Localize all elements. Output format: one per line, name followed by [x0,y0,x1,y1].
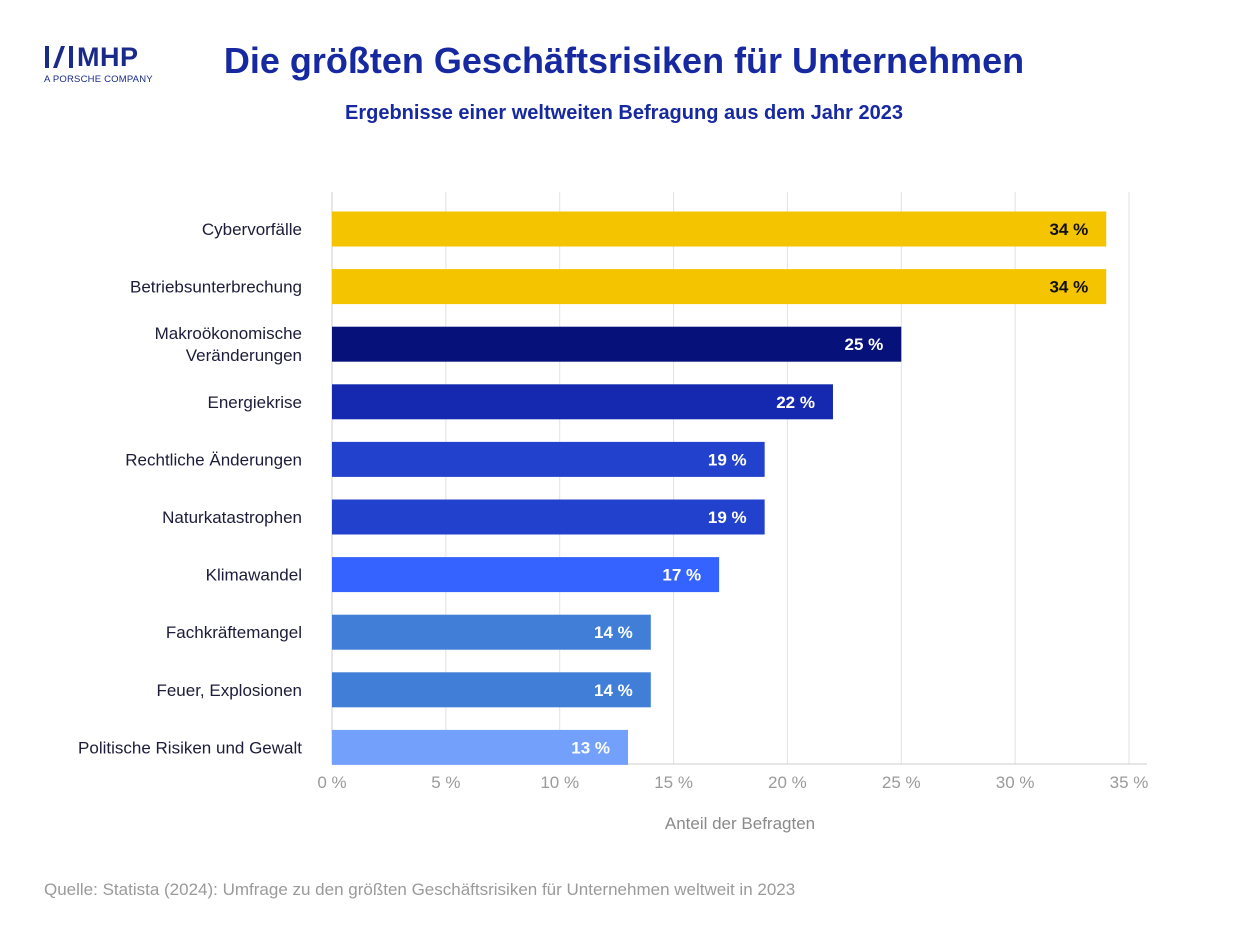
bar [332,729,629,765]
data-label: 19 % [708,508,747,527]
bar [332,672,651,708]
bar-chart: 0 % 5 % 10 % 15 % 20 % 25 % 30 % 35 % 34 % Cyberv… [78,192,1149,833]
x-tick-label: 35 % [1110,773,1149,792]
source-note: Quelle: Statista (2024): Umfrage zu den … [44,880,796,899]
data-label: 14 % [594,623,633,642]
data-label: 22 % [776,393,815,412]
data-label: 14 % [594,681,633,700]
bar [332,557,720,593]
mhp-logo: MHP A PORSCHE COMPANY [44,42,154,92]
x-tick-label: 0 % [317,773,346,792]
data-label: 34 % [1049,278,1088,297]
category-label: Cybervorfälle [202,220,302,239]
chart-subtitle: Ergebnisse einer weltweiten Befragung au… [345,102,903,124]
bar [332,326,902,362]
data-label: 34 % [1049,220,1088,239]
data-label: 17 % [662,566,701,585]
category-label: Feuer, Explosionen [156,681,302,700]
category-label: Rechtliche Änderungen [125,450,302,469]
category-label: Makroökonomische [155,324,302,343]
chart-title: Die größten Geschäftsrisiken für Unterne… [223,40,1025,81]
x-axis-title: Anteil der Befragten [665,814,815,833]
bar [332,269,1107,305]
x-tick-label: 25 % [882,773,921,792]
data-label: 25 % [845,335,884,354]
logo-subtext: A PORSCHE COMPANY [44,74,153,85]
bar [332,441,765,477]
mhp-logo-mark-icon [45,46,73,68]
x-tick-label: 5 % [431,773,460,792]
category-label: Klimawandel [206,566,302,585]
category-label: Fachkräftemangel [166,623,302,642]
data-label: 13 % [571,738,610,757]
data-label: 19 % [708,450,747,469]
bar [332,499,765,535]
category-label: Betriebsunterbrechung [130,278,302,297]
category-label: Energiekrise [208,393,303,412]
bar [332,614,651,650]
bar [332,211,1107,247]
category-label: Politische Risiken und Gewalt [78,738,302,757]
category-label: Naturkatastrophen [162,508,302,527]
category-label: Veränderungen [186,346,302,365]
logo-text: MHP [77,42,139,72]
x-tick-label: 10 % [540,773,579,792]
x-tick-label: 15 % [654,773,693,792]
x-tick-label: 20 % [768,773,807,792]
bar [332,384,833,420]
x-tick-label: 30 % [996,773,1035,792]
